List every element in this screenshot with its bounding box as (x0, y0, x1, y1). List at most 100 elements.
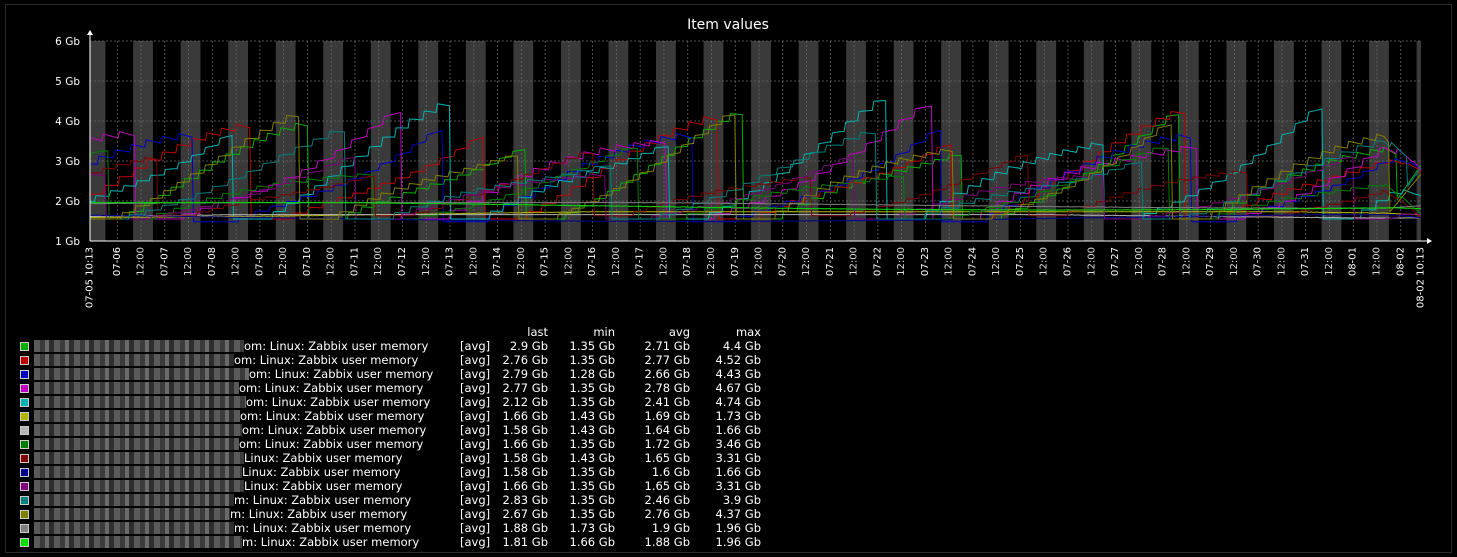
legend-row: om: Linux: Zabbix user memory [avg] 2.77 G… (6, 381, 806, 395)
x-tick-label: 12:00 (278, 247, 289, 276)
x-tick-label: 12:00 (136, 247, 147, 276)
legend-avg-value: 2.66 Gb (644, 367, 690, 381)
x-tick-label: 12:00 (1086, 247, 1097, 276)
legend-min-value: 1.28 Gb (569, 367, 615, 381)
series-line-13 (90, 114, 1422, 220)
legend-min-value: 1.35 Gb (569, 465, 615, 479)
legend-avg-value: 1.88 Gb (644, 535, 690, 549)
work-hours-band (656, 41, 676, 241)
legend-avg-value: 1.69 Gb (644, 409, 690, 423)
legend-header-max: max (735, 325, 761, 339)
x-tick-label: 12:00 (706, 247, 717, 276)
x-tick-label: 07-07 (159, 247, 170, 276)
legend-last-value: 1.81 Gb (502, 535, 548, 549)
series-line-15 (90, 202, 1421, 211)
legend-func: [avg] (460, 465, 491, 479)
legend-header-avg: avg (668, 325, 690, 339)
legend-last-value: 2.76 Gb (502, 353, 548, 367)
legend-swatch (20, 482, 29, 491)
x-tick-label: 08-01 (1348, 247, 1359, 276)
legend-swatch (20, 342, 29, 351)
x-tick-label: 07-30 (1253, 247, 1264, 276)
legend-item-name: om: Linux: Zabbix user memory (239, 381, 424, 395)
work-hours-band (560, 41, 581, 241)
redacted-hostname (34, 354, 234, 366)
legend-avg-value: 1.6 Gb (651, 465, 690, 479)
graph-frame: Item values 1 Gb 2 Gb 3 Gb 4 Gb 5 Gb 6 Gb 07-… (5, 4, 1452, 553)
work-hours-band (323, 41, 344, 241)
legend-min-value: 1.66 Gb (569, 535, 615, 549)
legend-swatch (20, 468, 29, 477)
legend-max-value: 1.66 Gb (715, 465, 761, 479)
legend-last-value: 1.88 Gb (502, 521, 548, 535)
legend-func: [avg] (460, 479, 491, 493)
legend-max-value: 3.31 Gb (715, 451, 761, 465)
legend-item-name: Linux: Zabbix user memory (244, 479, 403, 493)
x-tick-label: 12:00 (849, 247, 860, 276)
y-tick-label: 5 Gb (55, 76, 80, 88)
legend-item-name: om: Linux: Zabbix user memory (239, 437, 424, 451)
legend-row: om: Linux: Zabbix user memory [avg] 2.9 Gb… (6, 339, 806, 353)
legend-row: om: Linux: Zabbix user memory [avg] 1.66 G… (6, 437, 806, 451)
series-line-6 (90, 211, 1421, 219)
x-tick-label: 07-13 (445, 247, 456, 276)
redacted-hostname (34, 536, 242, 548)
legend-row: m: Linux: Zabbix user memory [avg] 1.81 Gb… (6, 535, 806, 549)
work-hours-band (1226, 41, 1247, 241)
redacted-hostname (34, 340, 244, 352)
legend-last-value: 2.79 Gb (502, 367, 548, 381)
x-tick-label: 07-22 (872, 247, 883, 276)
y-tick-label: 4 Gb (55, 116, 80, 128)
work-hours-band (90, 41, 106, 241)
legend-row: Linux: Zabbix user memory [avg] 1.66 Gb 1.3… (6, 479, 806, 493)
legend-min-value: 1.35 Gb (569, 353, 615, 367)
legend-avg-value: 1.64 Gb (644, 423, 690, 437)
legend-swatch (20, 440, 29, 449)
legend-min-value: 1.35 Gb (569, 437, 615, 451)
work-hours-band (370, 41, 391, 241)
series-line-5 (90, 100, 1422, 220)
work-hours-band (893, 41, 914, 241)
x-tick-label: 07-26 (1063, 247, 1074, 276)
legend-func: [avg] (460, 353, 491, 367)
work-hours-band (798, 41, 819, 241)
legend-func: [avg] (460, 437, 491, 451)
legend-item-name: Linux: Zabbix user memory (242, 465, 401, 479)
legend-swatch (20, 454, 29, 463)
legend-max-value: 4.37 Gb (715, 507, 761, 521)
x-tick-label: 12:00 (231, 247, 242, 276)
y-tick-label: 1 Gb (55, 236, 80, 248)
legend-item-name: om: Linux: Zabbix user memory (240, 409, 425, 423)
x-tick-label: 12:00 (468, 247, 479, 276)
redacted-hostname (34, 452, 244, 464)
x-tick-label: 07-16 (587, 247, 598, 276)
x-tick-label: 08-02 (1395, 247, 1406, 276)
chart-svg: Item values 1 Gb 2 Gb 3 Gb 4 Gb 5 Gb 6 Gb 07-… (55, 17, 1432, 308)
legend-last-value: 1.66 Gb (502, 437, 548, 451)
legend-row: Linux: Zabbix user memory [avg] 1.58 Gb 1.4… (6, 451, 806, 465)
legend-item-name: om: Linux: Zabbix user memory (242, 423, 427, 437)
legend-max-value: 1.96 Gb (715, 535, 761, 549)
x-tick-label: 07-21 (825, 247, 836, 276)
series-line-9 (90, 152, 1422, 219)
legend-row: om: Linux: Zabbix user memory [avg] 2.79 G… (6, 367, 806, 381)
x-tick-label: 07-19 (730, 247, 741, 276)
legend-item-name: m: Linux: Zabbix user memory (230, 507, 408, 521)
legend-last-value: 2.83 Gb (502, 493, 548, 507)
legend-last-value: 2.77 Gb (502, 381, 548, 395)
legend-func: [avg] (460, 381, 491, 395)
legend-max-value: 1.66 Gb (715, 423, 761, 437)
legend-swatch (20, 538, 29, 547)
x-tick-label: 12:00 (658, 247, 669, 276)
x-tick-label: 07-20 (777, 247, 788, 276)
legend-last-value: 1.66 Gb (502, 479, 548, 493)
y-tick-label: 6 Gb (55, 36, 80, 48)
x-start-label: 07-05 10:13 (85, 247, 96, 308)
legend-avg-value: 1.65 Gb (644, 451, 690, 465)
legend-max-value: 4.4 Gb (722, 339, 761, 353)
x-tick-label: 12:00 (421, 247, 432, 276)
legend-item-name: om: Linux: Zabbix user memory (246, 395, 431, 409)
legend-row: Linux: Zabbix user memory [avg] 1.58 Gb 1.3… (6, 465, 806, 479)
x-tick-label: 12:00 (1134, 247, 1145, 276)
legend-min-value: 1.35 Gb (569, 507, 615, 521)
